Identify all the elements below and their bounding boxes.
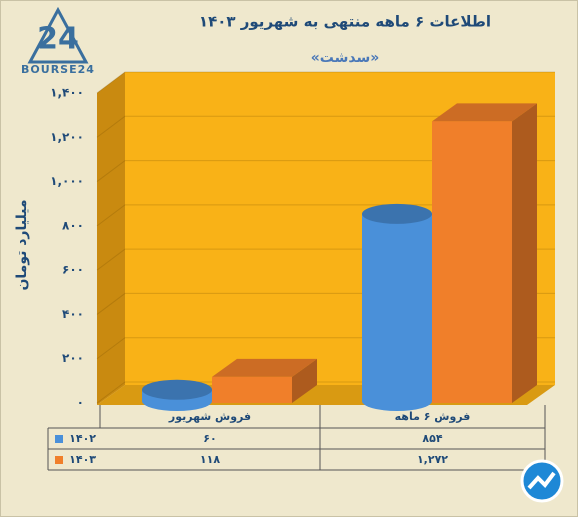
bar-front	[212, 376, 292, 403]
bar-top	[142, 379, 212, 400]
y-tick-label: ۱,۰۰۰	[50, 174, 84, 188]
bar	[212, 358, 317, 403]
plot	[96, 71, 555, 411]
y-tick-label: ۲۰۰	[62, 351, 84, 365]
bar-side	[512, 103, 537, 403]
grid-line	[96, 71, 555, 94]
y-tick-label: ۱,۴۰۰	[50, 86, 84, 100]
legend-swatch	[55, 435, 63, 443]
table-value: ۸۵۴	[422, 432, 442, 445]
bar-top	[212, 358, 317, 377]
grid-line	[96, 115, 555, 138]
bar-side	[292, 358, 317, 403]
y-tick-label: ۱,۲۰۰	[50, 130, 84, 144]
bar-front	[432, 121, 512, 403]
chart-subtitle: «سدشت»	[311, 50, 380, 66]
bar	[142, 379, 212, 411]
bar-top	[362, 203, 432, 224]
logo-text: BOURSE24	[21, 63, 95, 76]
chart-title: اطلاعات ۶ ماهه منتهی به شهریور ۱۴۰۳	[199, 13, 491, 31]
logo-shape	[27, 6, 89, 64]
bar	[432, 103, 537, 403]
legend-label: ۱۴۰۲	[69, 432, 96, 445]
brand-icon	[520, 459, 564, 503]
logo-mark: 24	[37, 22, 79, 57]
table-value: ۱,۲۷۲	[417, 453, 448, 466]
logo: 24 BOURSE24	[21, 6, 95, 76]
bar	[362, 203, 432, 411]
y-tick-label: ۶۰۰	[62, 263, 84, 277]
icon-arrow	[527, 471, 556, 490]
legend-label: ۱۴۰۳	[69, 453, 96, 466]
table-value: ۶۰	[203, 432, 216, 445]
y-tick-label: ۸۰۰	[62, 218, 84, 232]
data-table	[47, 405, 546, 471]
bar-body	[362, 213, 432, 411]
y-axis-label: میلیارد تومان	[14, 199, 30, 290]
x-tick-label: فروش ۶ ماهه	[395, 410, 471, 423]
bar-top	[432, 103, 537, 122]
y-tick-label: ۴۰۰	[62, 307, 84, 321]
table-value: ۱۱۸	[200, 453, 220, 466]
side-wall	[97, 72, 125, 405]
grid-line	[96, 160, 555, 182]
x-tick-label: فروش شهریور	[168, 410, 251, 423]
legend-swatch	[55, 456, 63, 464]
y-tick-label: ۰	[77, 396, 84, 410]
